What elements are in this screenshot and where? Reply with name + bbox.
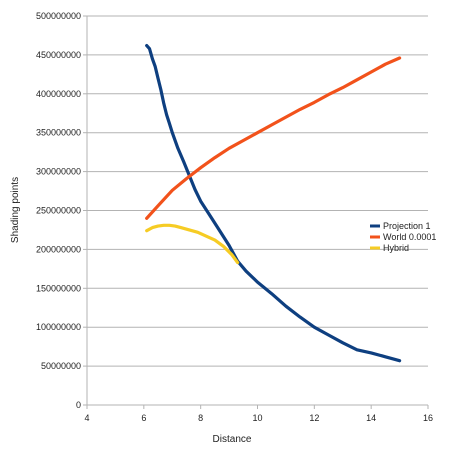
y-tick-label: 0 — [76, 400, 81, 410]
y-tick-label: 200000000 — [36, 244, 81, 254]
series-line-3 — [145, 223, 240, 265]
x-tick-label: 4 — [84, 413, 89, 423]
x-tick-label: 16 — [423, 413, 433, 423]
y-tick-label: 500000000 — [36, 11, 81, 21]
legend-label: World 0.0001 — [383, 232, 436, 242]
y-tick-label: 350000000 — [36, 128, 81, 138]
x-tick-label: 6 — [141, 413, 146, 423]
x-tick-label: 12 — [309, 413, 319, 423]
series-line-1 — [145, 44, 402, 363]
series-line-2 — [145, 56, 402, 220]
y-tick-label: 100000000 — [36, 322, 81, 332]
x-axis-title: Distance — [213, 434, 252, 445]
y-tick-label: 150000000 — [36, 283, 81, 293]
y-tick-label: 250000000 — [36, 206, 81, 216]
x-axis-ticks: 4 6 8 10 12 14 16 — [84, 405, 433, 423]
y-tick-label: 400000000 — [36, 89, 81, 99]
x-tick-label: 14 — [366, 413, 376, 423]
y-tick-label: 50000000 — [41, 361, 81, 371]
x-tick-label: 10 — [252, 413, 262, 423]
y-tick-label: 450000000 — [36, 50, 81, 60]
legend-label: Hybrid — [383, 243, 409, 253]
legend-label: Projection 1 — [383, 221, 431, 231]
gridlines — [87, 15, 428, 367]
y-axis-title: Shading points — [10, 177, 21, 243]
series-layer — [145, 44, 402, 363]
y-axis-ticks: 0 50000000 100000000 150000000 200000000 2500… — [36, 11, 87, 410]
x-tick-label: 8 — [198, 413, 203, 423]
y-tick-label: 300000000 — [36, 167, 81, 177]
